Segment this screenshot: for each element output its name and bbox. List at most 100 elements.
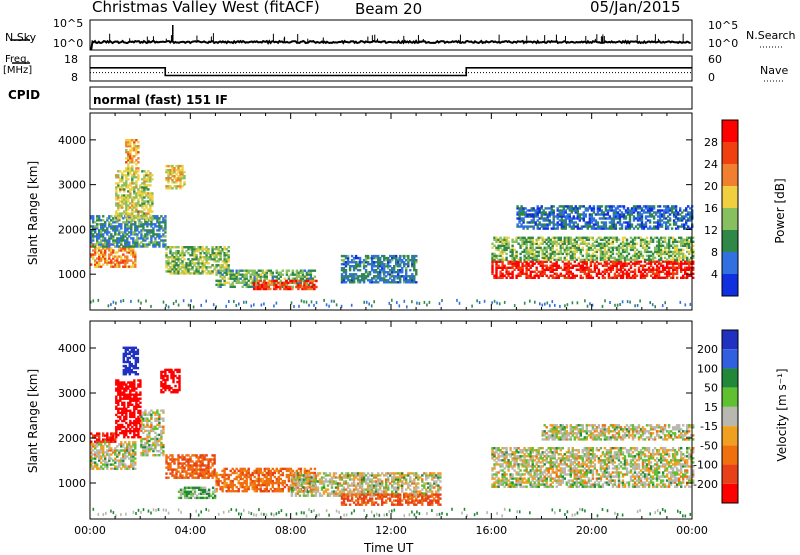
echo-cell [90, 225, 93, 228]
echo-cell [185, 250, 188, 253]
echo-cell [611, 248, 615, 252]
echo-cell [645, 272, 649, 275]
echo-cell [173, 246, 176, 249]
echo-cell [623, 272, 627, 275]
echo-cell [166, 374, 169, 378]
echo-cell [403, 263, 406, 266]
echo-cell [115, 421, 118, 425]
echo-cell [559, 274, 562, 277]
echo-cell [90, 467, 93, 470]
echo-cell [126, 443, 129, 446]
echo-cell [605, 242, 609, 245]
echo-cell [672, 211, 676, 214]
echo-cell [136, 352, 140, 356]
echo-cell [591, 238, 595, 241]
echo-cell [167, 173, 170, 176]
echo-cell [141, 188, 144, 191]
echo-cell [674, 227, 678, 230]
echo-cell [354, 265, 358, 268]
echo-cell [680, 264, 683, 267]
echo-cell [372, 281, 376, 284]
echo-cell [96, 451, 99, 454]
echo-cell [115, 427, 118, 431]
echo-cell [562, 213, 565, 216]
echo-cell [124, 455, 127, 458]
echo-cell [403, 265, 406, 268]
echo-cell [120, 237, 123, 240]
echo-cell [571, 250, 574, 254]
echo-cell [134, 257, 137, 260]
echo-cell [625, 248, 629, 252]
echo-cell [370, 263, 374, 266]
echo-cell [575, 258, 578, 262]
echo-cell [123, 202, 126, 205]
echo-cell [110, 235, 113, 238]
echo-cell [528, 221, 531, 224]
echo-cell [582, 211, 585, 214]
echo-cell [223, 268, 226, 271]
echo-cell [619, 266, 623, 269]
echo-cell [177, 270, 180, 273]
echo-cell [125, 200, 128, 203]
echo-cell [582, 219, 585, 222]
echo-cell [179, 183, 182, 186]
echo-cell [643, 240, 647, 243]
echo-cell [680, 256, 683, 260]
echo-cell [568, 213, 571, 216]
echo-cell [678, 248, 681, 252]
echo-cell [561, 242, 564, 245]
echo-cell [100, 440, 103, 443]
echo-cell [399, 269, 402, 272]
echo-cell [524, 215, 527, 218]
echo-cell [362, 281, 366, 284]
echo-cell [119, 196, 122, 199]
echo-cell [580, 213, 583, 216]
ground-scatter-cell [411, 300, 413, 304]
echo-cell [568, 225, 571, 228]
echo-cell [692, 268, 695, 271]
echo-cell [617, 262, 621, 265]
echo-cell [130, 350, 133, 354]
echo-cell [601, 244, 605, 247]
echo-cell [128, 368, 131, 372]
echo-cell [628, 213, 632, 216]
echo-cell [110, 449, 113, 452]
echo-cell [411, 265, 414, 268]
echo-cell [265, 283, 268, 287]
echo-cell [350, 279, 354, 282]
echo-cell [133, 192, 136, 195]
echo-cell [127, 169, 130, 172]
echo-cell [511, 264, 514, 267]
echo-cell [213, 258, 216, 261]
echo-cell [223, 248, 226, 251]
echo-cell [121, 196, 124, 199]
echo-cell [598, 213, 602, 216]
echo-cell [562, 215, 565, 218]
echo-cell [133, 385, 136, 388]
echo-cell [523, 264, 526, 267]
echo-cell [605, 262, 609, 265]
echo-cell [611, 276, 615, 279]
echo-cell [577, 256, 580, 260]
echo-cell [117, 208, 120, 211]
echo-cell [635, 248, 639, 252]
echo-cell [231, 273, 234, 276]
echo-cell [173, 256, 176, 259]
echo-cell [589, 244, 593, 247]
echo-cell [98, 265, 101, 268]
echo-cell [645, 242, 649, 245]
echo-cell [535, 238, 538, 241]
echo-cell [555, 240, 558, 243]
echo-cell [110, 438, 113, 441]
echo-cell [133, 393, 136, 396]
echo-cell [639, 250, 643, 254]
echo-cell [397, 275, 400, 278]
echo-cell [409, 281, 412, 284]
echo-cell [605, 236, 609, 239]
echo-cell [191, 268, 194, 271]
echo-cell [261, 269, 264, 272]
echo-cell [535, 250, 538, 254]
echo-cell [139, 210, 142, 213]
echo-cell [122, 265, 125, 268]
echo-cell [126, 449, 129, 452]
